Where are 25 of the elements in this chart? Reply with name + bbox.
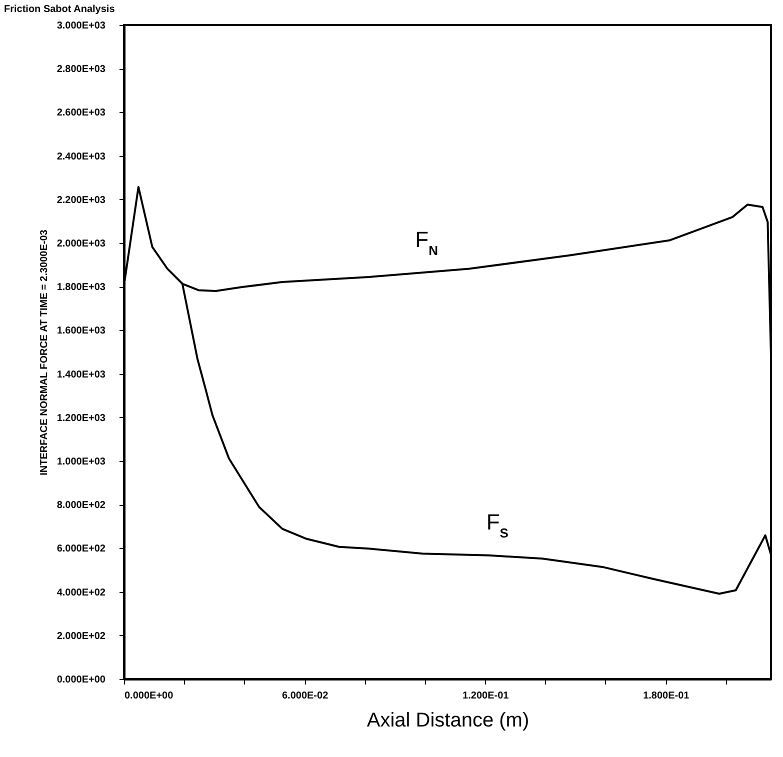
y-tick-label: 2.400E+03 [56,151,106,162]
series-label: F$_{S}$ [486,509,509,540]
x-tick-label: 1.800E-01 [643,690,690,702]
y-tick-label: 1.400E+03 [56,369,106,380]
chart-title: Friction Sabot Analysis [4,4,116,15]
x-axis-title: Axial Distance (m) [366,710,530,732]
y-tick-label: 1.600E+03 [56,326,106,337]
y-tick-label: 2.000E+02 [56,630,106,642]
series-label: F$_{N}$ [415,227,438,258]
x-tick-label: 1.200E-01 [462,690,510,702]
y-tick-label: 2.200E+03 [56,194,106,206]
y-axis-title: INTERFACE NORMAL FORCE AT TIME = 2.3000E-03 [38,229,50,476]
y-tick-label: 1.800E+03 [56,282,106,294]
y-tick-label: 4.000E+02 [56,587,106,598]
y-tick-label: 0.000E+00 [56,674,106,686]
y-tick-label: 8.000E+02 [56,500,106,512]
y-tick-label: 1.200E+03 [56,412,106,424]
x-tick-label: 6.000E-02 [282,690,329,702]
y-tick-label: 2.600E+03 [56,108,106,119]
y-tick-label: 6.000E+02 [56,544,106,555]
y-tick-label: 2.800E+03 [56,64,106,76]
x-tick-label: 0.000E+00 [124,690,174,702]
y-tick-label: 2.000E+03 [56,238,106,250]
y-tick-label: 1.000E+03 [56,456,106,468]
y-tick-label: 3.000E+03 [56,20,106,32]
